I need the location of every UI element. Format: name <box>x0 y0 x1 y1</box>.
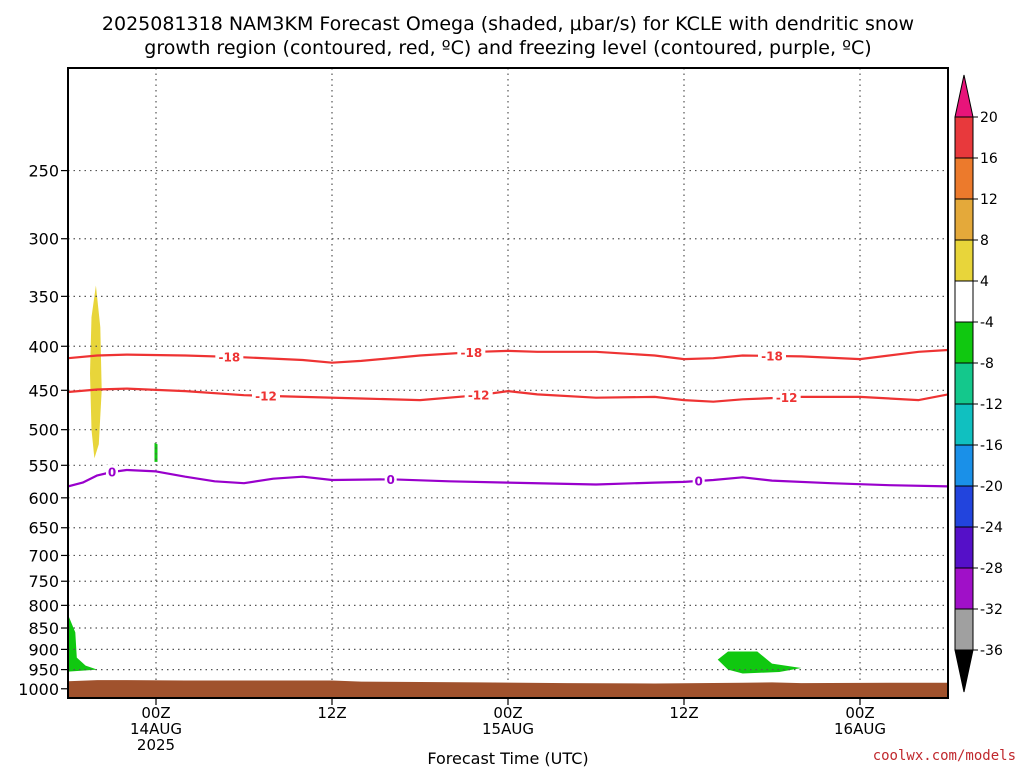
y-tick-label-700: 700 <box>28 546 59 565</box>
y-tick-label-400: 400 <box>28 337 59 356</box>
colorbar-swatch-12 <box>954 608 974 651</box>
chart-title-line-1: 2025081318 NAM3KM Forecast Omega (shaded… <box>102 13 914 35</box>
contour-label-bg <box>215 349 244 364</box>
y-tick-label-750: 750 <box>28 572 59 591</box>
x-tick-label-4-1: 16AUG <box>834 720 886 738</box>
omega-region-11 <box>883 147 899 312</box>
contour-label-0-2: 0 <box>694 474 702 488</box>
contour-label-bg <box>464 388 493 403</box>
colorbar-label--12: -12 <box>980 397 1003 413</box>
grid-lines <box>68 68 948 698</box>
colorbar-swatch-1 <box>954 157 974 200</box>
omega-region-6 <box>79 631 85 646</box>
x-tick-label-0-2: 2025 <box>137 736 175 754</box>
x-tick-label-1-0: 12Z <box>317 704 346 722</box>
contour-label-bg <box>692 473 705 488</box>
colorbar-swatch-0 <box>954 116 974 159</box>
colorbar-swatch-11 <box>954 567 974 610</box>
x-axis-title: Forecast Time (UTC) <box>427 749 588 768</box>
x-tick-label-3-0: 12Z <box>669 704 698 722</box>
omega-region-2 <box>123 431 146 620</box>
colorbar-label--16: -16 <box>980 438 1003 454</box>
contour-label--18-0: -18 <box>218 350 240 364</box>
contour-label-bg <box>758 348 786 363</box>
omega-region-10 <box>764 623 860 657</box>
colorbar-swatch-2 <box>954 198 974 241</box>
x-tick-label-2-1: 15AUG <box>482 720 534 738</box>
y-tick-label-1000: 1000 <box>18 680 59 699</box>
contour-layer: -18 -18 -18 -12 -12 -12 0 0 0 <box>68 345 948 488</box>
colorbar-label-20: 20 <box>980 110 998 126</box>
y-tick-label-550: 550 <box>28 456 59 475</box>
contour-label-bg <box>106 465 118 480</box>
contour-label--18-2: -18 <box>761 349 783 363</box>
x-tick-label-0-1: 14AUG <box>130 720 182 738</box>
contour-label--12-1: -12 <box>468 389 490 403</box>
colorbar-label--8: -8 <box>980 356 994 372</box>
terrain-layer <box>68 680 948 698</box>
colorbar-label--4: -4 <box>980 315 994 331</box>
terrain-fill <box>68 680 948 698</box>
y-tick-label-850: 850 <box>28 619 59 638</box>
colorbar-label-8: 8 <box>980 233 989 249</box>
omega-region-5 <box>244 628 264 640</box>
contour-label-bg <box>252 388 280 403</box>
contour-label--18-1: -18 <box>460 346 482 360</box>
x-tick-label-0-0: 00Z <box>141 704 170 722</box>
y-tick-label-650: 650 <box>28 519 59 538</box>
contour-label-0-0: 0 <box>108 466 116 480</box>
chart-title-line-2: growth region (contoured, red, ºC) and f… <box>144 37 871 59</box>
colorbar-swatch-6 <box>954 362 974 405</box>
colorbar-label-4: 4 <box>980 274 989 290</box>
colorbar-swatch-8 <box>954 444 974 487</box>
colorbar-swatch-3 <box>954 239 974 282</box>
colorbar-swatch-10 <box>954 526 974 569</box>
y-tick-label-800: 800 <box>28 596 59 615</box>
omega-shading-layer <box>68 147 899 674</box>
y-tick-label-250: 250 <box>28 162 59 181</box>
contour-label--12-0: -12 <box>255 389 277 403</box>
y-tick-label-950: 950 <box>28 661 59 680</box>
contour-label-bg <box>384 472 397 487</box>
y-tick-label-600: 600 <box>28 489 59 508</box>
colorbar-label-16: 16 <box>980 151 998 167</box>
colorbar-swatch-5 <box>954 321 974 364</box>
colorbar-label--24: -24 <box>980 520 1003 536</box>
x-tick-label-4-0: 00Z <box>845 704 874 722</box>
y-tick-label-900: 900 <box>28 640 59 659</box>
colorbar-label--28: -28 <box>980 561 1003 577</box>
contour-line-0 <box>68 468 948 488</box>
contour-label--12-2: -12 <box>776 391 798 405</box>
omega-region-7 <box>154 442 158 462</box>
omega-region-1 <box>90 285 102 459</box>
x-tick-label-2-0: 00Z <box>493 704 522 722</box>
contour-label-bg <box>457 345 486 360</box>
y-tick-label-300: 300 <box>28 230 59 249</box>
colorbar-bottom-arrow <box>954 649 974 693</box>
colorbar-swatch-9 <box>954 485 974 528</box>
colorbar-swatch-4 <box>954 280 974 323</box>
y-axis: 250 300 350 400 450 500 550 600 650 700 750 800 850 9… <box>18 162 68 699</box>
y-tick-label-500: 500 <box>28 421 59 440</box>
colorbar-swatch-7 <box>954 403 974 446</box>
contour-label-bg <box>772 390 801 405</box>
omega-region-3 <box>170 607 198 660</box>
y-tick-label-350: 350 <box>28 287 59 306</box>
omega-region-8 <box>68 614 98 672</box>
colorbar: 20 16 12 8 4 -4 -8 -12 -16 -20 -24 -28 -32 -36 <box>954 74 1003 693</box>
colorbar-label--20: -20 <box>980 479 1003 495</box>
omega-region-9 <box>717 651 802 674</box>
omega-region-4 <box>207 576 225 644</box>
colorbar-top-arrow <box>954 74 974 118</box>
colorbar-label-12: 12 <box>980 192 998 208</box>
colorbar-label--32: -32 <box>980 602 1003 618</box>
y-tick-label-450: 450 <box>28 381 59 400</box>
credit-text: coolwx.com/models <box>873 748 1016 764</box>
contour-label-0-1: 0 <box>386 473 394 487</box>
colorbar-label--36: -36 <box>980 643 1003 659</box>
